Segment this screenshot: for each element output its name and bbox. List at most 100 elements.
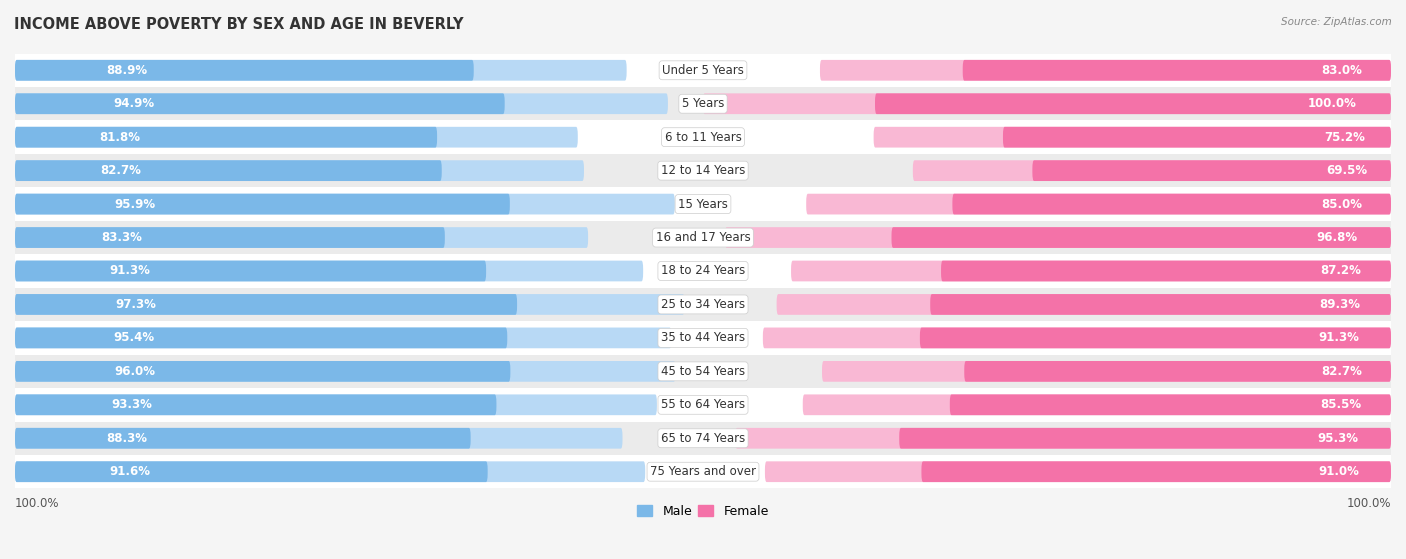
Bar (15, 87, 1391, 120)
Text: 100.0%: 100.0% (1308, 97, 1357, 110)
Text: 88.9%: 88.9% (107, 64, 148, 77)
Text: 18 to 24 Years: 18 to 24 Years (661, 264, 745, 277)
FancyBboxPatch shape (15, 428, 471, 449)
FancyBboxPatch shape (952, 194, 1391, 215)
FancyBboxPatch shape (725, 227, 1391, 248)
FancyBboxPatch shape (776, 294, 1391, 315)
Text: 25 to 34 Years: 25 to 34 Years (661, 298, 745, 311)
Bar (15, 455, 1391, 489)
FancyBboxPatch shape (15, 361, 675, 382)
Text: 6 to 11 Years: 6 to 11 Years (665, 131, 741, 144)
FancyBboxPatch shape (15, 93, 668, 114)
FancyBboxPatch shape (15, 60, 474, 80)
Text: INCOME ABOVE POVERTY BY SEX AND AGE IN BEVERLY: INCOME ABOVE POVERTY BY SEX AND AGE IN B… (14, 17, 464, 32)
FancyBboxPatch shape (15, 461, 488, 482)
FancyBboxPatch shape (15, 361, 510, 382)
FancyBboxPatch shape (15, 294, 685, 315)
Text: 95.4%: 95.4% (114, 331, 155, 344)
Text: 55 to 64 Years: 55 to 64 Years (661, 399, 745, 411)
FancyBboxPatch shape (15, 428, 623, 449)
FancyBboxPatch shape (1032, 160, 1391, 181)
FancyBboxPatch shape (15, 260, 486, 281)
Text: 5 Years: 5 Years (682, 97, 724, 110)
FancyBboxPatch shape (891, 227, 1391, 248)
Text: 97.3%: 97.3% (115, 298, 156, 311)
FancyBboxPatch shape (15, 395, 496, 415)
Text: 85.0%: 85.0% (1320, 197, 1362, 211)
FancyBboxPatch shape (912, 160, 1391, 181)
Text: 83.3%: 83.3% (101, 231, 142, 244)
Text: 100.0%: 100.0% (1347, 497, 1391, 510)
Bar (15, 354, 1391, 388)
Bar (15, 421, 1391, 455)
FancyBboxPatch shape (963, 60, 1391, 80)
FancyBboxPatch shape (15, 328, 508, 348)
Bar (15, 54, 1391, 87)
FancyBboxPatch shape (965, 361, 1391, 382)
FancyBboxPatch shape (15, 227, 444, 248)
Text: Source: ZipAtlas.com: Source: ZipAtlas.com (1281, 17, 1392, 27)
FancyBboxPatch shape (15, 395, 657, 415)
Bar (15, 321, 1391, 354)
FancyBboxPatch shape (15, 160, 441, 181)
FancyBboxPatch shape (703, 93, 1391, 114)
Text: 65 to 74 Years: 65 to 74 Years (661, 432, 745, 445)
FancyBboxPatch shape (823, 361, 1391, 382)
FancyBboxPatch shape (873, 127, 1391, 148)
FancyBboxPatch shape (735, 428, 1391, 449)
FancyBboxPatch shape (765, 461, 1391, 482)
Text: 94.9%: 94.9% (112, 97, 155, 110)
Bar (15, 154, 1391, 187)
Bar (15, 187, 1391, 221)
FancyBboxPatch shape (15, 461, 645, 482)
Text: 95.9%: 95.9% (114, 197, 155, 211)
FancyBboxPatch shape (921, 461, 1391, 482)
FancyBboxPatch shape (15, 328, 671, 348)
Bar (15, 254, 1391, 288)
FancyBboxPatch shape (920, 328, 1391, 348)
FancyBboxPatch shape (15, 160, 583, 181)
Text: 15 Years: 15 Years (678, 197, 728, 211)
Bar (15, 120, 1391, 154)
FancyBboxPatch shape (1002, 127, 1391, 148)
FancyBboxPatch shape (792, 260, 1391, 281)
FancyBboxPatch shape (15, 227, 588, 248)
Text: 96.8%: 96.8% (1316, 231, 1358, 244)
Text: 12 to 14 Years: 12 to 14 Years (661, 164, 745, 177)
FancyBboxPatch shape (806, 194, 1391, 215)
FancyBboxPatch shape (941, 260, 1391, 281)
FancyBboxPatch shape (15, 260, 643, 281)
Text: 85.5%: 85.5% (1320, 399, 1361, 411)
Text: 91.6%: 91.6% (110, 465, 150, 478)
Text: 83.0%: 83.0% (1322, 64, 1362, 77)
Text: 91.3%: 91.3% (110, 264, 150, 277)
Text: 82.7%: 82.7% (100, 164, 141, 177)
FancyBboxPatch shape (15, 194, 675, 215)
FancyBboxPatch shape (763, 328, 1391, 348)
Text: Under 5 Years: Under 5 Years (662, 64, 744, 77)
Text: 91.0%: 91.0% (1319, 465, 1360, 478)
Text: 91.3%: 91.3% (1319, 331, 1360, 344)
Text: 100.0%: 100.0% (15, 497, 59, 510)
Text: 75.2%: 75.2% (1324, 131, 1365, 144)
Text: 89.3%: 89.3% (1319, 298, 1360, 311)
Text: 87.2%: 87.2% (1320, 264, 1361, 277)
Legend: Male, Female: Male, Female (633, 500, 773, 523)
Text: 96.0%: 96.0% (114, 365, 155, 378)
Text: 95.3%: 95.3% (1317, 432, 1358, 445)
FancyBboxPatch shape (900, 428, 1391, 449)
Text: 82.7%: 82.7% (1322, 365, 1362, 378)
Text: 16 and 17 Years: 16 and 17 Years (655, 231, 751, 244)
Bar (15, 288, 1391, 321)
FancyBboxPatch shape (803, 395, 1391, 415)
Text: 45 to 54 Years: 45 to 54 Years (661, 365, 745, 378)
FancyBboxPatch shape (15, 294, 517, 315)
FancyBboxPatch shape (931, 294, 1391, 315)
Text: 75 Years and over: 75 Years and over (650, 465, 756, 478)
FancyBboxPatch shape (15, 93, 505, 114)
FancyBboxPatch shape (950, 395, 1391, 415)
Bar (15, 388, 1391, 421)
Text: 93.3%: 93.3% (111, 399, 152, 411)
Text: 81.8%: 81.8% (100, 131, 141, 144)
Bar (15, 221, 1391, 254)
